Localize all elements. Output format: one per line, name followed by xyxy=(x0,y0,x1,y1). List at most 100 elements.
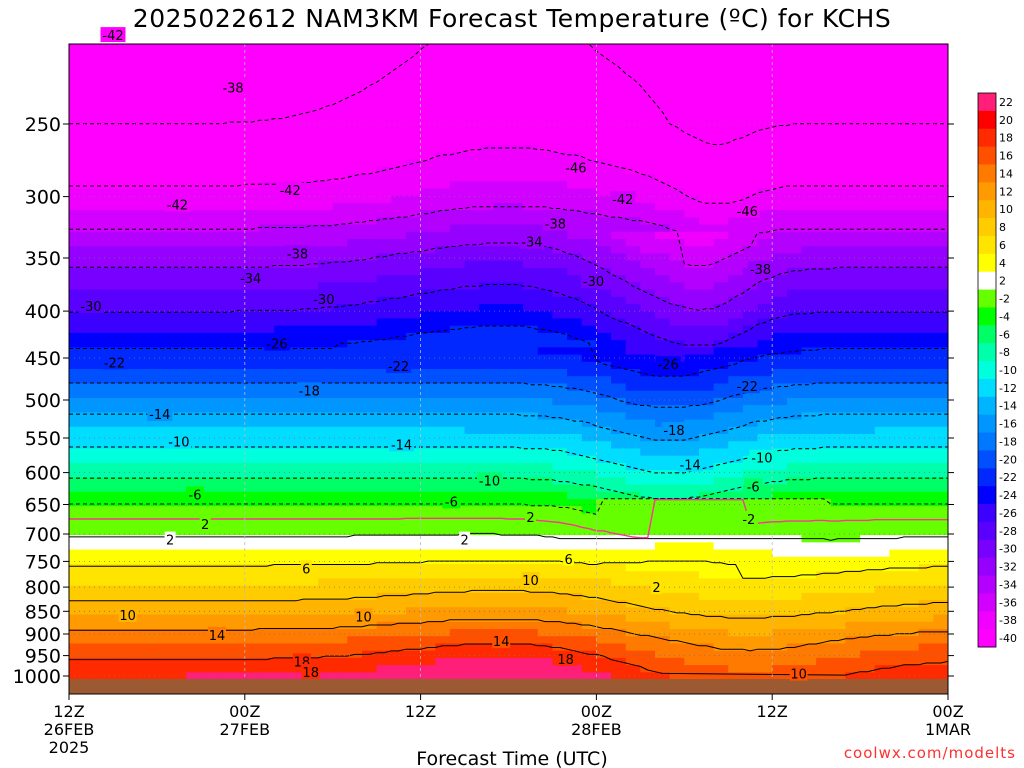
field-cell xyxy=(874,80,890,88)
field-cell xyxy=(303,441,319,450)
field-cell xyxy=(112,448,129,457)
field-cell xyxy=(112,455,129,464)
field-cell xyxy=(523,181,539,190)
field-cell xyxy=(874,174,890,182)
field-cell xyxy=(142,636,158,645)
field-cell xyxy=(332,311,348,320)
field-cell xyxy=(830,405,847,413)
field-cell xyxy=(259,636,275,645)
field-cell xyxy=(362,477,378,486)
field-cell xyxy=(611,354,627,363)
field-cell xyxy=(728,542,744,551)
field-cell xyxy=(786,484,803,493)
field-cell xyxy=(830,202,847,211)
field-cell xyxy=(347,145,363,153)
field-cell xyxy=(479,600,495,608)
field-cell xyxy=(801,369,817,377)
field-cell xyxy=(347,470,363,478)
field-cell xyxy=(611,58,627,67)
field-cell xyxy=(156,260,173,269)
field-cell xyxy=(523,629,539,637)
field-cell xyxy=(830,470,847,478)
field-cell xyxy=(625,470,641,478)
field-cell xyxy=(669,325,685,334)
field-cell xyxy=(230,462,246,471)
field-cell xyxy=(391,340,407,348)
field-cell xyxy=(845,231,861,240)
field-cell xyxy=(640,448,656,457)
field-cell xyxy=(98,239,114,247)
field-cell xyxy=(83,145,99,153)
field-cell xyxy=(83,621,99,630)
field-cell xyxy=(552,419,568,428)
field-cell xyxy=(713,72,729,81)
field-cell xyxy=(830,80,847,88)
field-cell xyxy=(186,397,202,406)
field-cell xyxy=(274,325,290,334)
field-cell xyxy=(83,282,99,291)
field-cell xyxy=(156,455,173,464)
field-cell xyxy=(786,397,803,406)
field-cell xyxy=(112,520,129,529)
field-cell xyxy=(523,455,539,464)
field-cell xyxy=(537,109,554,117)
field-cell xyxy=(479,426,495,435)
field-cell xyxy=(274,311,290,320)
field-cell xyxy=(127,332,143,341)
field-cell xyxy=(69,578,85,587)
field-cell xyxy=(845,657,861,666)
field-cell xyxy=(464,311,480,320)
field-cell xyxy=(640,527,656,536)
field-cell xyxy=(728,217,744,226)
field-cell xyxy=(757,354,773,363)
field-cell xyxy=(362,325,378,334)
field-cell xyxy=(596,448,612,457)
field-cell xyxy=(156,477,173,486)
field-cell xyxy=(801,578,817,587)
field-cell xyxy=(274,499,290,507)
field-cell xyxy=(757,282,773,291)
field-cell xyxy=(98,109,114,117)
field-cell xyxy=(669,239,685,247)
field-cell xyxy=(508,354,524,363)
field-cell xyxy=(98,159,114,168)
field-cell xyxy=(112,296,129,305)
field-cell xyxy=(816,607,832,616)
field-cell xyxy=(552,267,568,276)
field-cell xyxy=(830,137,847,146)
field-cell xyxy=(288,65,304,74)
field-cell xyxy=(655,65,671,74)
field-cell xyxy=(186,174,202,182)
field-cell xyxy=(332,289,348,298)
field-cell xyxy=(801,145,817,153)
field-cell xyxy=(171,665,187,673)
field-cell xyxy=(244,499,261,507)
field-cell xyxy=(845,513,861,522)
field-cell xyxy=(581,174,597,182)
field-cell xyxy=(552,289,568,298)
field-cell xyxy=(801,44,817,52)
field-cell xyxy=(142,426,158,435)
field-cell xyxy=(83,484,99,493)
field-cell xyxy=(186,267,202,276)
field-cell xyxy=(303,51,319,60)
field-cell xyxy=(347,289,363,298)
field-cell xyxy=(83,246,99,255)
field-cell xyxy=(830,224,847,233)
field-cell xyxy=(332,600,348,608)
field-cell xyxy=(625,636,641,645)
field-cell xyxy=(552,188,568,197)
field-cell xyxy=(655,491,671,500)
field-cell xyxy=(728,267,744,276)
field-cell xyxy=(508,499,524,507)
field-cell xyxy=(728,304,744,312)
field-cell xyxy=(186,231,202,240)
field-cell xyxy=(69,246,85,255)
field-cell xyxy=(244,441,261,450)
field-cell xyxy=(156,304,173,312)
field-cell xyxy=(332,145,348,153)
field-cell xyxy=(801,275,817,283)
field-cell xyxy=(244,592,261,601)
field-cell xyxy=(567,267,583,276)
field-cell xyxy=(816,556,832,565)
